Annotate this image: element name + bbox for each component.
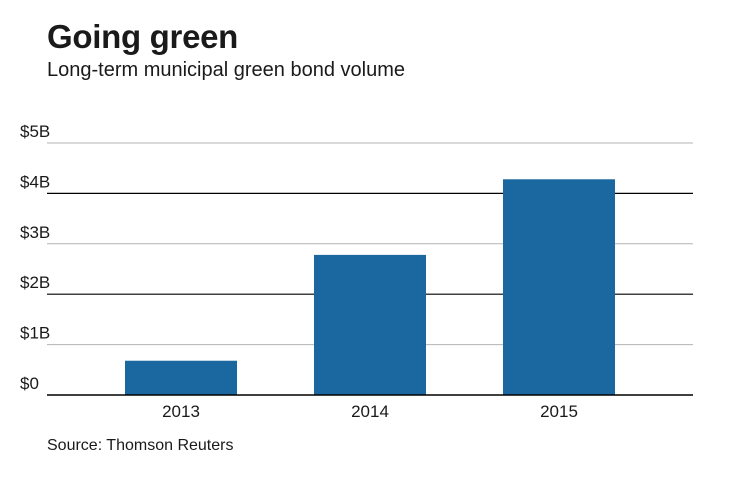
bar-2013 xyxy=(125,360,237,395)
y-tick-label: $1B xyxy=(20,324,50,343)
bar-2014 xyxy=(314,254,426,395)
y-tick-label: $3B xyxy=(20,223,50,242)
source-note: Source: Thomson Reuters xyxy=(47,437,234,454)
bar-2015 xyxy=(503,179,615,395)
y-tick-label: $0 xyxy=(20,374,39,393)
x-tick-label: 2014 xyxy=(351,402,389,421)
x-tick-label: 2013 xyxy=(162,402,200,421)
y-tick-label: $5B xyxy=(20,122,50,141)
y-tick-label: $4B xyxy=(20,172,50,191)
chart-subtitle: Long-term municipal green bond volume xyxy=(47,59,405,81)
x-tick-label: 2015 xyxy=(540,402,578,421)
chart-title: Going green xyxy=(47,18,239,55)
y-tick-label: $2B xyxy=(20,273,50,292)
